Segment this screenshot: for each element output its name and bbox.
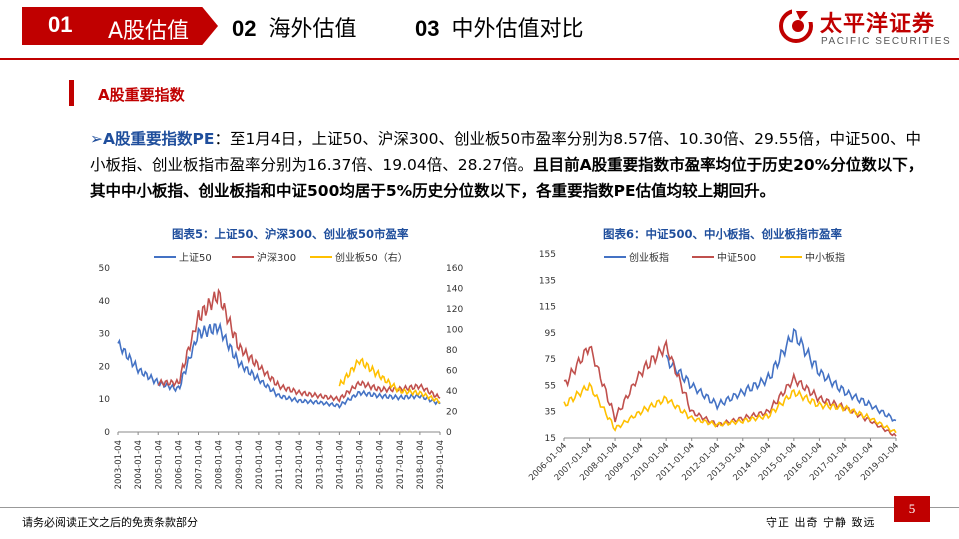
series-line-1	[665, 327, 897, 423]
section-marker	[69, 80, 74, 106]
y2-tick-label: 80	[446, 346, 458, 356]
header-divider	[0, 58, 959, 60]
legend-label: 创业板指	[629, 251, 669, 264]
legend-label: 上证50	[179, 252, 212, 264]
tab-number: 02	[232, 16, 257, 41]
x-tick-label: 2013-01-04	[315, 440, 325, 489]
x-tick-label: 2014-01-04	[335, 440, 345, 489]
x-tick-label: 2016-01-04	[376, 440, 386, 489]
x-tick-label: 2006-01-04	[174, 440, 184, 489]
x-tick-label: 2010-01-04	[255, 440, 265, 489]
y-tick-label: 40	[99, 297, 111, 307]
x-tick-label: 2017-01-04	[396, 440, 406, 489]
paragraph-text: ：至1月4日，上证50、沪深300、创业板50市盈率分别为8.57倍、10.30…	[90, 130, 922, 174]
y-tick-label: 75	[545, 355, 556, 365]
y-tick-label: 30	[99, 330, 111, 340]
tab-overseas-valuation[interactable]: 02 海外估值	[232, 11, 357, 43]
legend-label: 中小板指	[805, 251, 845, 264]
logo-chinese-name: 太平洋证券	[820, 12, 936, 37]
tab-label: 中外估值对比	[451, 17, 584, 42]
x-tick-label: 2007-01-04	[195, 440, 205, 489]
bullet-arrow-icon: ➢	[90, 130, 103, 148]
x-tick-label: 2015-01-04	[356, 440, 366, 489]
series-line-3	[338, 357, 441, 405]
footer-divider	[0, 507, 959, 508]
tab-label: A股估值	[108, 19, 190, 44]
y-tick-label: 55	[545, 381, 556, 391]
x-tick-label: 2003-01-04	[114, 440, 124, 489]
y-tick-label: 95	[545, 329, 556, 339]
chart5-pe-large-cap: 0 10 20 30 40 50 0 20 40 60 80 100 120 140 160 2003-01-…	[99, 251, 464, 489]
legend-label: 创业板50（右）	[335, 251, 408, 264]
y2-tick-label: 120	[446, 305, 463, 315]
series-line-2	[563, 338, 897, 437]
paragraph-conclusion: 且目前A股重要指数市盈率均位于历史20%分位数以下，其中中小板指、创业板指和中证…	[90, 156, 924, 200]
x-tick-label: 2004-01-04	[134, 440, 144, 489]
y-tick-label: 0	[104, 428, 110, 438]
y2-tick-label: 140	[446, 285, 463, 295]
company-logo: 太平洋证券 PACIFIC SECURITIES	[778, 6, 953, 50]
tab-label: 海外估值	[268, 17, 357, 42]
legend-label: 沪深300	[257, 251, 296, 264]
company-motto: 守正 出奇 宁静 致远	[766, 516, 876, 529]
y-tick-label: 20	[99, 362, 111, 372]
tab-number: 01	[48, 12, 73, 37]
series-line-2	[157, 287, 441, 404]
y2-tick-label: 20	[446, 408, 458, 418]
x-tick-label: 2011-01-04	[275, 440, 285, 489]
y2-tick-label: 60	[446, 367, 458, 377]
logo-english-name: PACIFIC SECURITIES	[821, 36, 952, 47]
x-tick-label: 2018-01-04	[416, 440, 426, 489]
y-tick-label: 10	[99, 395, 111, 405]
chart6-pe-mid-small-cap: 15355575951151351552006-01-042007-01-042…	[528, 250, 901, 483]
y-tick-label: 35	[545, 408, 556, 418]
summary-paragraph: ➢A股重要指数PE：至1月4日，上证50、沪深300、创业板50市盈率分别为8.…	[90, 126, 935, 204]
series-line-1	[117, 321, 441, 410]
page-number: 5	[894, 496, 930, 522]
y2-tick-label: 40	[446, 387, 458, 397]
y2-tick-label: 100	[446, 326, 463, 336]
y2-tick-label: 160	[446, 264, 463, 274]
y-tick-label: 50	[99, 264, 111, 274]
x-tick-label: 2008-01-04	[215, 440, 225, 489]
y-tick-label: 115	[539, 303, 556, 313]
series-line-3	[563, 381, 897, 434]
x-tick-label: 2019-01-04	[436, 440, 446, 489]
pacific-logo-icon	[779, 8, 814, 43]
x-tick-label: 2009-01-04	[235, 440, 245, 489]
paragraph-keyword: A股重要指数PE	[103, 130, 215, 148]
legend-label: 中证500	[717, 251, 756, 264]
disclaimer-text: 请务必阅读正文之后的免责条款部分	[22, 516, 198, 529]
x-tick-label: 2012-01-04	[295, 440, 305, 489]
y-tick-label: 15	[545, 434, 556, 444]
y-tick-label: 135	[539, 276, 556, 286]
section-title: A股重要指数	[98, 86, 185, 104]
x-tick-label: 2005-01-04	[154, 440, 164, 489]
y-tick-label: 155	[539, 250, 556, 260]
tab-a-share-valuation[interactable]: 01 A股估值	[22, 7, 218, 45]
y2-tick-label: 0	[446, 428, 452, 438]
chart6-title: 图表6：中证500、中小板指、创业板指市盈率	[603, 227, 843, 241]
tab-valuation-comparison[interactable]: 03 中外估值对比	[415, 11, 584, 43]
chart5-title: 图表5：上证50、沪深300、创业板50市盈率	[172, 227, 409, 241]
tab-number: 03	[415, 16, 440, 41]
